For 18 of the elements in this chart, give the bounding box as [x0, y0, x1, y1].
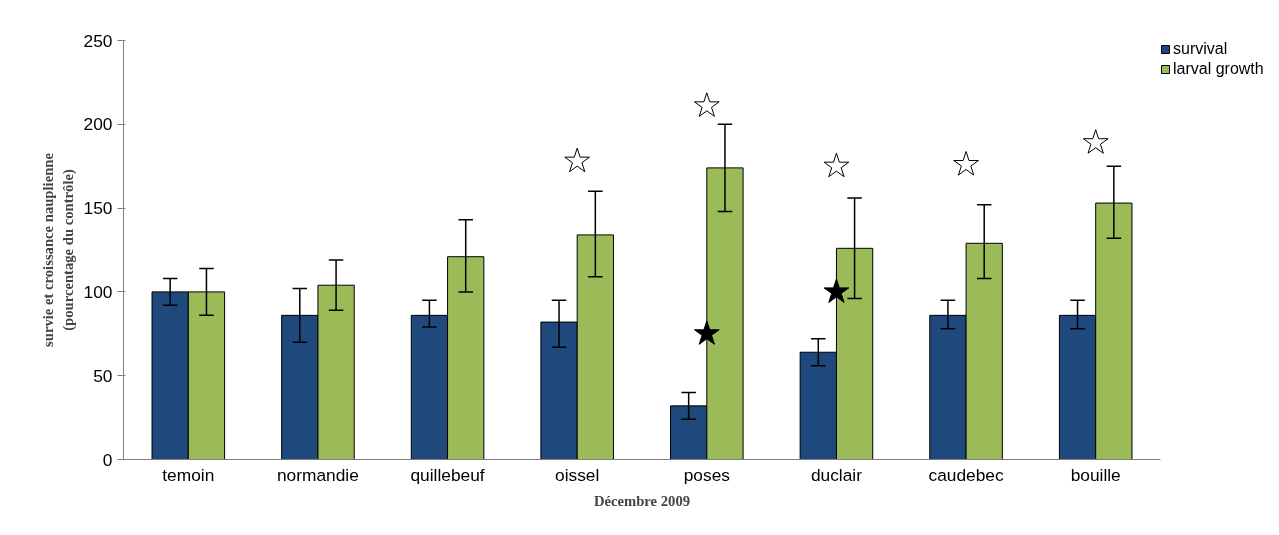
y-tick-label: 250 [83, 30, 113, 51]
y-tick-label: 50 [93, 365, 113, 386]
y-tick-label: 150 [83, 198, 113, 219]
legend-label: survival [1173, 40, 1228, 58]
x-axis-title: Décembre 2009 [593, 492, 691, 509]
x-tick-label: normandie [277, 464, 359, 485]
y-tick-label: 200 [83, 114, 113, 135]
x-tick-label: quillebeuf [410, 464, 485, 485]
legend-label: larval growth [1173, 60, 1264, 78]
x-tick-label: duclair [810, 464, 863, 485]
y-axis-title: survie et croissance nauplienne (pourcentage du contrôle) [40, 152, 77, 347]
x-tick-label: oissel [555, 464, 600, 485]
x-tick-label: temoin [162, 464, 215, 485]
x-tick-label: bouille [1070, 464, 1121, 485]
x-tick-label: caudebec [928, 464, 1004, 485]
y-tick-label: 100 [83, 281, 113, 302]
y-tick-label: 0 [102, 449, 113, 470]
x-tick-label: poses [683, 464, 731, 485]
